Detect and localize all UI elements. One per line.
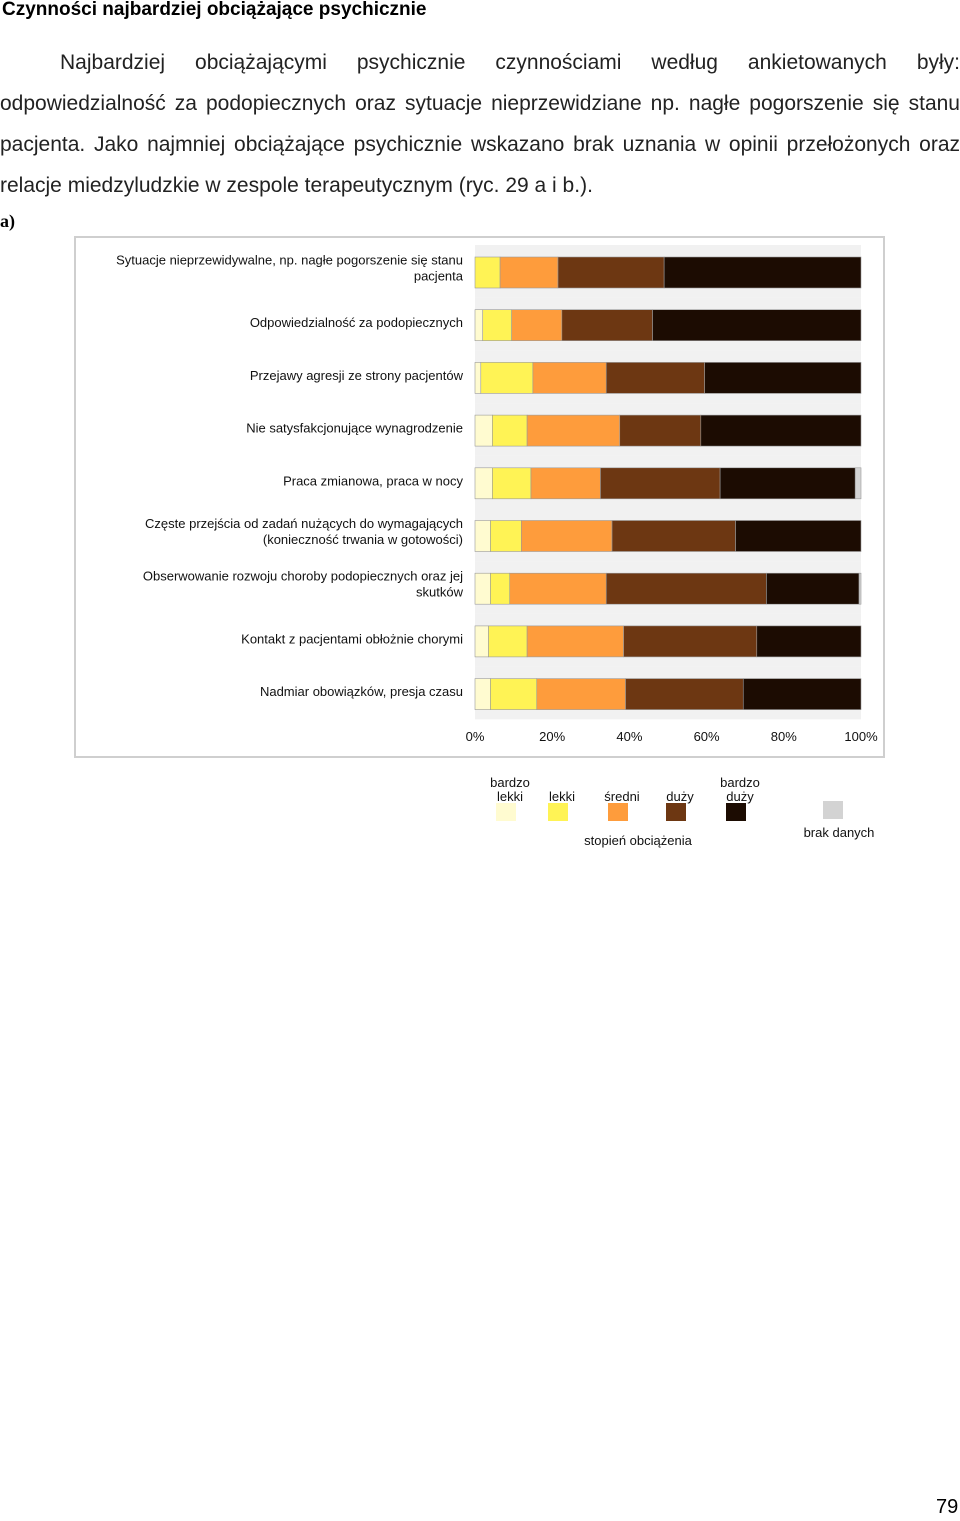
page-number: 79 [936,1496,959,1518]
bar-segment [854,467,862,500]
legend-label: bardzo [490,775,530,790]
bar-segment [536,678,626,710]
bar-segment [488,625,528,658]
x-tick-label: 40% [616,729,642,744]
legend-label: brak danych [804,825,875,840]
bar-segment [557,256,665,289]
legend-swatch [496,803,516,821]
bar-segment [490,572,511,605]
bar-segment [492,414,528,447]
bar-segment [704,362,862,394]
legend-title: stopień obciążenia [584,833,692,848]
legend-swatch [726,803,746,821]
category-label: Kontakt z pacjentami obłożnie chorymi [241,631,463,646]
bar-segment [561,309,653,342]
page-heading: Czynności najbardziej obciążające psychi… [2,0,427,20]
category-label: Nie satysfakcjonujące wynagrodzenie [246,421,463,436]
bar-segment [482,309,512,342]
bar-segment [605,362,705,394]
bar-segment [474,256,501,289]
legend-swatch [823,801,843,819]
bar-segment [490,520,522,552]
legend-label: lekki [497,789,523,804]
category-label: Sytuacje nieprzewidywalne, np. nagłe pog… [116,253,463,268]
stacked-bar-chart: Sytuacje nieprzewidywalne, np. nagłe pog… [116,245,878,848]
bar-segment [600,467,721,500]
category-label: Nadmiar obowiązków, presja czasu [260,684,463,699]
bar-segment [605,572,767,605]
bar-segment [700,414,862,447]
x-tick-label: 60% [694,729,720,744]
bar-segment [735,520,862,552]
bar-segment [492,467,532,500]
bar-segment [766,572,860,605]
bar-segment [474,678,491,710]
bar-segment [474,572,491,605]
x-tick-label: 100% [844,729,878,744]
bar-segment [474,309,484,342]
category-label: (konieczność trwania w gotowości) [263,532,463,547]
x-tick-label: 0% [466,729,485,744]
category-label: Przejawy agresji ze strony pacjentów [250,368,464,383]
bar-segment [619,414,702,447]
category-label: Odpowiedzialność za podopiecznych [250,315,463,330]
bar-segment [719,467,856,500]
category-label: Obserwowanie rozwoju choroby podopieczny… [143,569,463,584]
bar-segment [526,414,621,447]
bar-segment [663,256,862,289]
bar-segment [526,625,624,658]
bar-segment [623,625,758,658]
bar-segment [511,309,563,342]
intro-paragraph: Najbardziej obciążającymi psychicznie cz… [0,51,960,197]
bar-segment [858,572,862,605]
category-label: Praca zmianowa, praca w nocy [283,473,463,488]
legend-label: duży [726,789,754,804]
legend-swatch [608,803,628,821]
bar-segment [499,256,559,289]
bar-segment [756,625,862,658]
panel-label: a) [0,211,15,231]
bar-segment [521,520,613,552]
category-label: Częste przejścia od zadań nużących do wy… [145,516,463,531]
bar-segment [611,520,736,552]
x-tick-label: 20% [539,729,565,744]
bar-segment [480,362,534,394]
bar-segment [742,678,862,710]
bar-segment [474,467,493,500]
bar-segment [530,467,601,500]
bar-segment [474,414,493,447]
legend-label: średni [604,789,640,804]
bar-segment [490,678,538,710]
category-label: pacjenta [414,269,464,284]
legend-label: lekki [549,789,575,804]
x-tick-label: 80% [771,729,797,744]
bar-segment [474,625,489,658]
legend-label: duży [666,789,694,804]
legend-label: bardzo [720,775,760,790]
bar-segment [625,678,744,710]
bar-segment [509,572,607,605]
category-label: skutków [416,585,464,600]
legend-swatch [666,803,686,821]
legend-swatch [548,803,568,821]
bar-segment [474,520,491,552]
x-axis: 0% 20% 40% 60% 80% 100% [466,729,878,744]
bar-segment [652,309,862,342]
bars [474,256,862,710]
category-labels: Sytuacje nieprzewidywalne, np. nagłe pog… [116,253,464,700]
bar-segment [474,362,482,394]
bar-segment [532,362,607,394]
